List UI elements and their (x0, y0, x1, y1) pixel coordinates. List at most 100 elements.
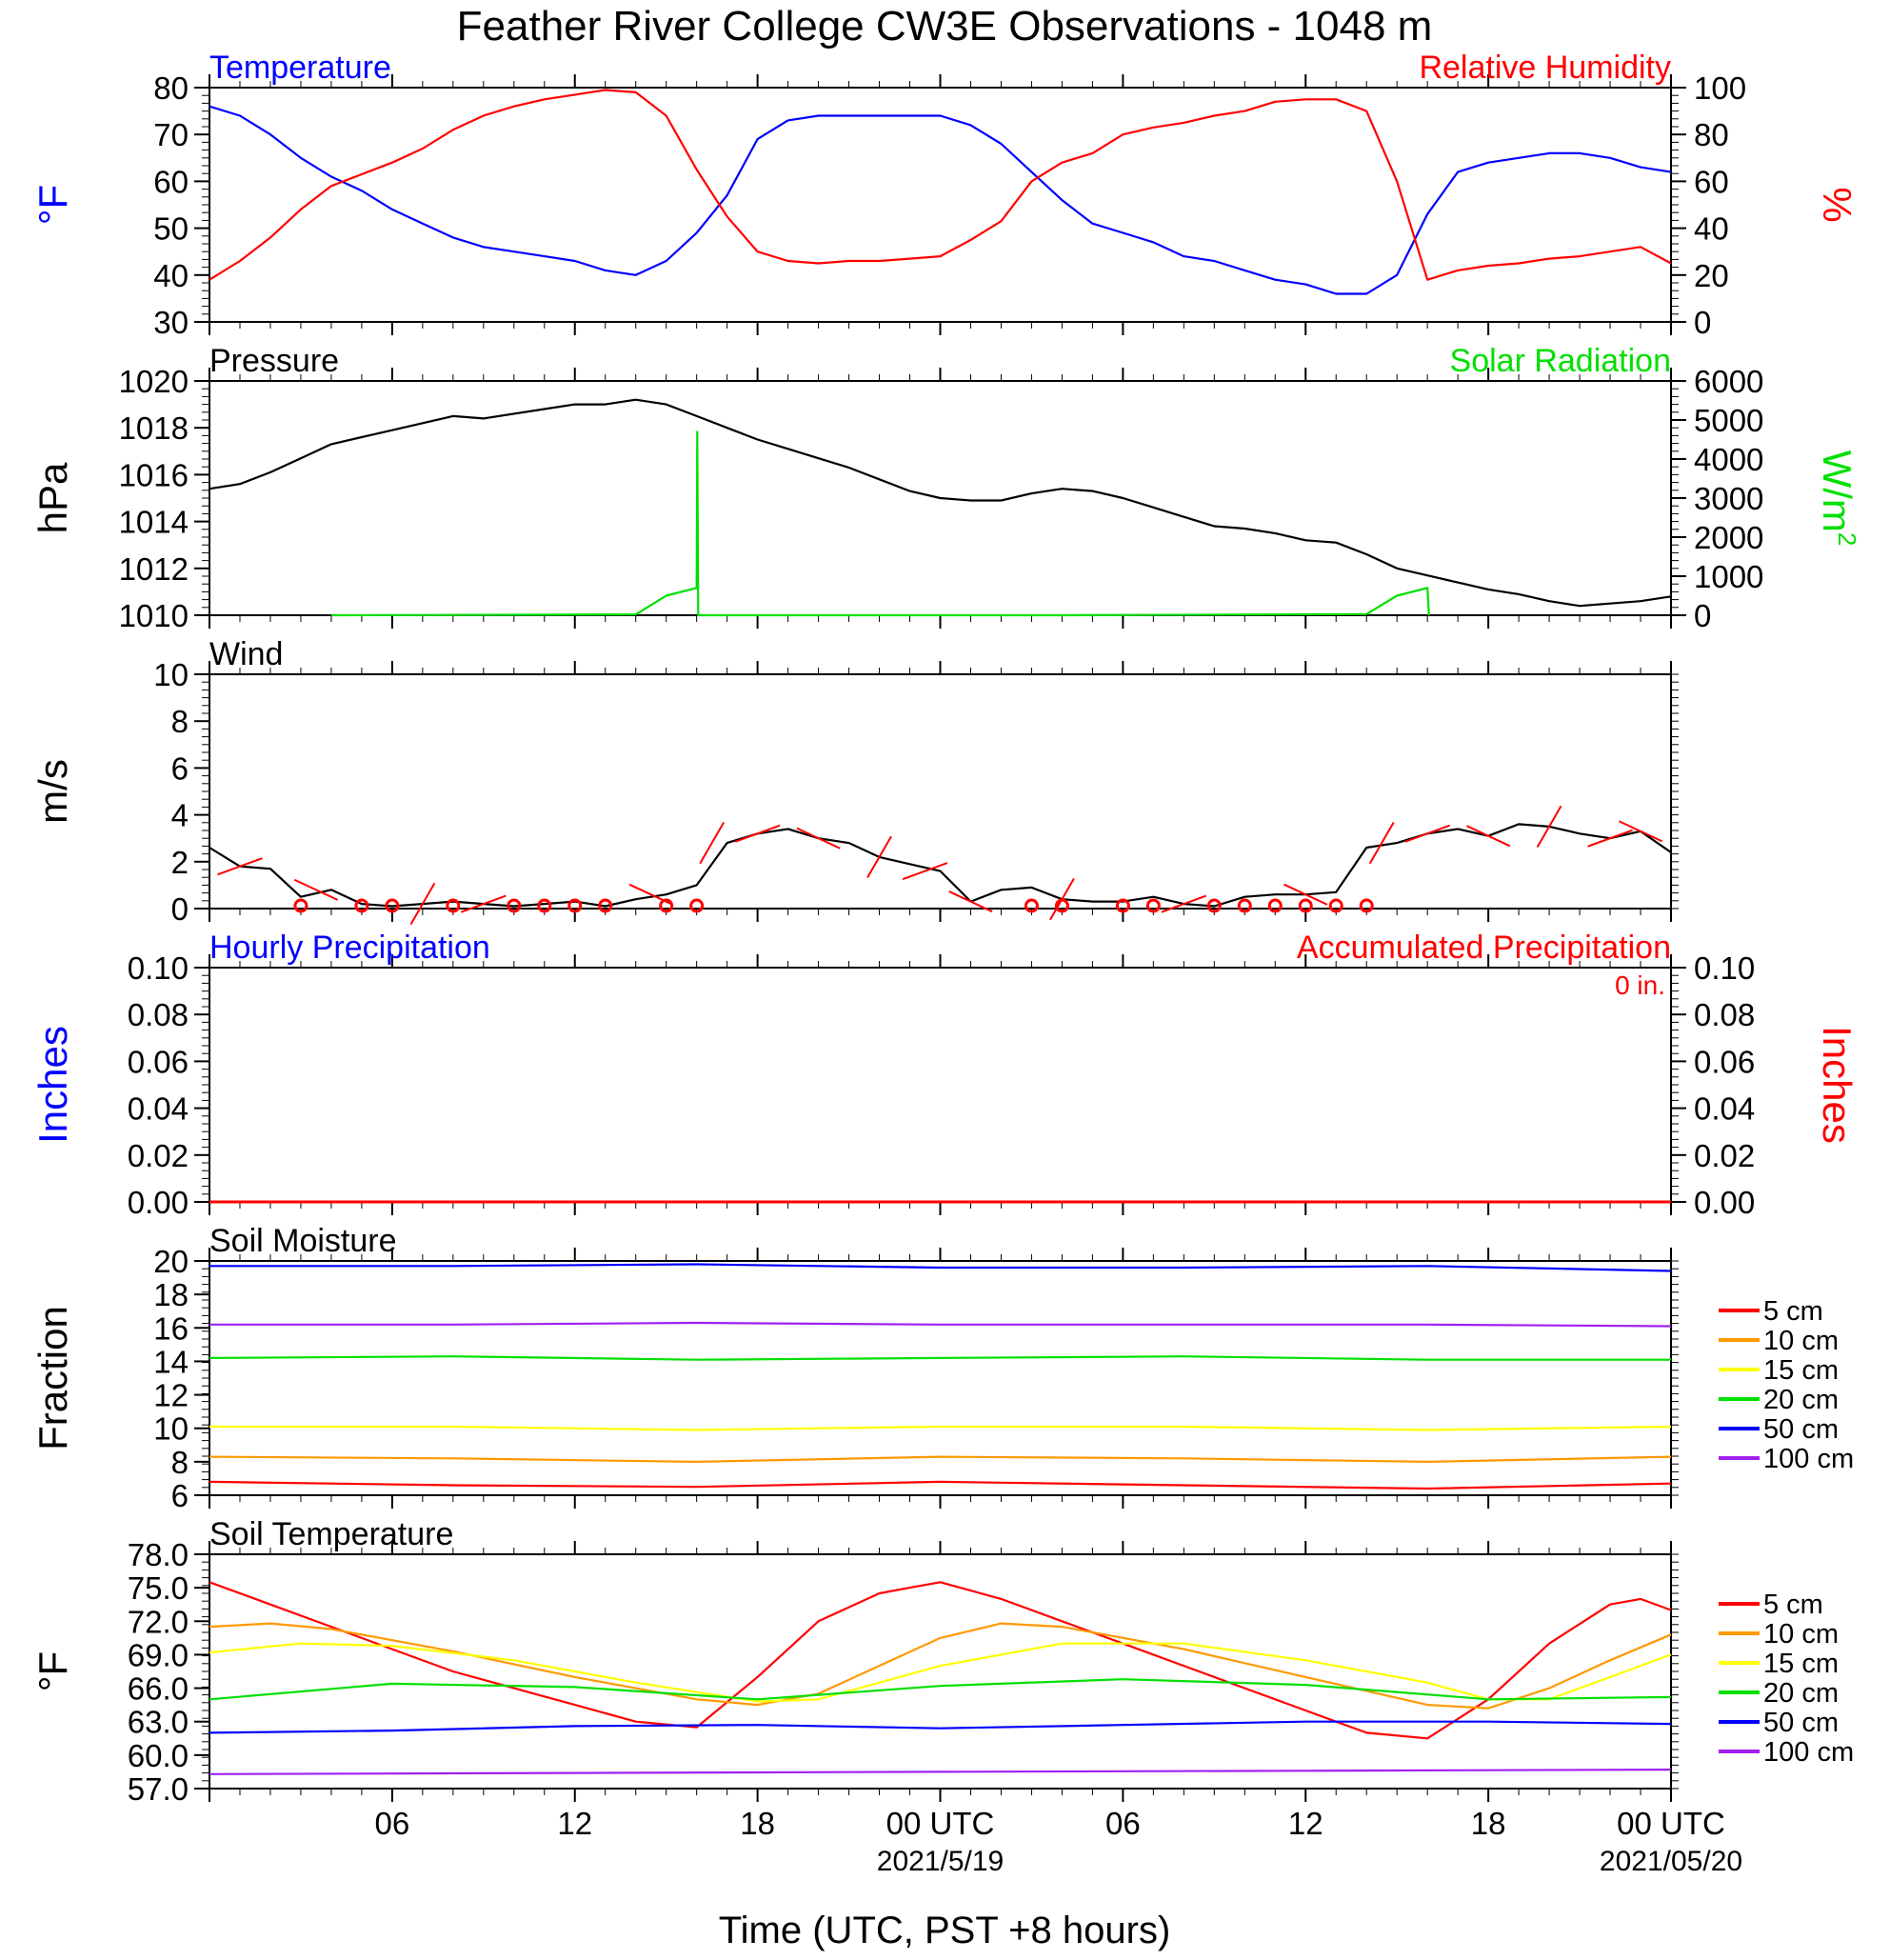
y-tick-label-left: 0.02 (128, 1138, 189, 1173)
wind-barb (699, 821, 726, 865)
y-axis-label-right: Inches (1815, 1026, 1860, 1144)
legend-label: 10 cm (1763, 1619, 1839, 1650)
y-tick-label-right: 0.06 (1694, 1044, 1755, 1079)
wind-barb (409, 882, 436, 926)
y-tick-label-left: 2 (171, 845, 189, 880)
calm-wind-circle (1328, 898, 1343, 913)
legend-label: 15 cm (1763, 1355, 1839, 1386)
series-solar-radiation (330, 430, 1430, 617)
calm-wind-circle (598, 898, 613, 913)
y-tick-label-left: 72.0 (128, 1604, 189, 1639)
series-relative-humidity (209, 89, 1672, 281)
calm-wind-circle (1237, 898, 1252, 913)
y-tick-label-left: 10 (153, 1411, 189, 1447)
x-tick-label: 18 (740, 1806, 775, 1841)
calm-wind-circle (689, 898, 705, 913)
calm-wind-circle (1206, 898, 1222, 913)
series-100-cm (209, 1768, 1672, 1775)
y-tick-label-right: 4000 (1694, 442, 1763, 477)
y-axis-label-left: hPa (30, 462, 75, 533)
panel-title-left: Hourly Precipitation (209, 930, 490, 966)
series-100-cm (209, 1321, 1672, 1328)
y-tick-label-left: 63.0 (128, 1705, 189, 1740)
calm-wind-circle (1359, 898, 1374, 913)
calm-wind-circle (537, 898, 552, 913)
x-tick-label: 12 (557, 1806, 592, 1841)
panel-frame (209, 87, 1672, 323)
y-tick-label-right: 80 (1694, 117, 1729, 152)
legend-label: 20 cm (1763, 1385, 1839, 1415)
y-tick-label-left: 18 (153, 1277, 189, 1312)
accumulated-total-label: 0 in. (1615, 970, 1665, 1000)
x-tick-date-label: 2021/05/20 (1600, 1846, 1742, 1877)
y-tick-label-right: 0.04 (1694, 1091, 1755, 1127)
y-tick-label-left: 0.00 (128, 1185, 189, 1220)
calm-wind-circle (1267, 898, 1283, 913)
x-tick-label: 18 (1471, 1806, 1506, 1841)
y-tick-label-right: 2000 (1694, 520, 1763, 555)
y-tick-label-left: 0.10 (128, 950, 189, 986)
panel-title-left: Wind (209, 636, 283, 672)
y-axis-label-left: m/s (30, 759, 75, 824)
y-tick-label-left: 78.0 (128, 1537, 189, 1572)
panel-wind: 0 2 4 6 8 10 Wind m/s (30, 636, 1679, 927)
legend-label: 15 cm (1763, 1649, 1839, 1679)
y-axis-label-left: °F (30, 185, 75, 225)
y-tick-label-left: 16 (153, 1310, 189, 1346)
y-tick-label-left: 1020 (119, 364, 189, 399)
y-tick-label-left: 0.06 (128, 1044, 189, 1079)
y-tick-label-right: 5000 (1694, 403, 1763, 438)
panel-title-right: Relative Humidity (1419, 50, 1671, 86)
panel-frame (209, 967, 1672, 1203)
y-tick-label-right: 0.08 (1694, 997, 1755, 1032)
wind-barb (866, 835, 892, 879)
y-tick-label-right: 6000 (1694, 364, 1763, 399)
wind-barb (948, 890, 993, 913)
y-tick-label-left: 40 (153, 258, 189, 293)
calm-wind-circle (1145, 898, 1161, 913)
y-tick-label-right: 0.10 (1694, 950, 1755, 986)
calm-wind-circle (1115, 898, 1130, 913)
legend-label: 100 cm (1763, 1737, 1854, 1768)
y-tick-label-left: 60 (153, 164, 189, 199)
y-tick-label-right: 40 (1694, 211, 1729, 247)
calm-wind-circle (659, 898, 674, 913)
y-axis-label-left: °F (30, 1651, 75, 1691)
y-tick-label-left: 6 (171, 1478, 189, 1513)
calm-wind-circle (567, 898, 583, 913)
y-tick-label-left: 75.0 (128, 1570, 189, 1606)
y-axis-label-left: Fraction (30, 1306, 75, 1450)
series-10-cm (209, 1455, 1672, 1464)
x-tick-label: 00 UTC (886, 1806, 995, 1841)
legend-label: 5 cm (1763, 1296, 1823, 1327)
y-tick-label-left: 20 (153, 1244, 189, 1279)
y-tick-label-left: 70 (153, 117, 189, 152)
panel-frame (209, 673, 1672, 910)
legend-label: 5 cm (1763, 1590, 1823, 1620)
y-tick-label-left: 14 (153, 1344, 189, 1379)
x-tick-label: 00 UTC (1617, 1806, 1725, 1841)
y-tick-label-left: 4 (171, 798, 189, 833)
panel-temp-rh: 30 40 50 60 70 80 0 20 40 60 80 100 Temperature Relat… (30, 50, 1860, 340)
y-tick-label-left: 10 (153, 657, 189, 692)
panel-precip: 0.00 0.02 0.04 0.06 0.08 0.10 0.00 0.02 0.04 0.06… (30, 930, 1860, 1220)
series-pressure (209, 398, 1672, 608)
calm-wind-circle (507, 898, 522, 913)
panel-pressure-solar: 1010 1012 1014 1016 1018 1020 0 1000 2000 3000 400… (30, 343, 1861, 633)
series-50-cm (209, 1263, 1672, 1272)
wind-barb (1536, 805, 1562, 849)
wind-barb (628, 883, 673, 906)
series-15-cm (209, 1425, 1672, 1431)
y-axis-label-right: W/m2 (1815, 450, 1861, 547)
y-axis-label-right-superscript: 2 (1833, 532, 1861, 546)
y-tick-label-right: 0.00 (1694, 1185, 1755, 1220)
wind-barb (734, 824, 781, 843)
panel-title-left: Soil Moisture (209, 1223, 397, 1259)
panel-frame (209, 1553, 1672, 1790)
panel-soil-temp: 57.060.063.066.069.072.075.078.0 Soil Tem… (30, 1516, 1854, 1877)
y-tick-label-right: 0.02 (1694, 1138, 1755, 1173)
chart-title: Feather River College CW3E Observations … (457, 3, 1433, 50)
